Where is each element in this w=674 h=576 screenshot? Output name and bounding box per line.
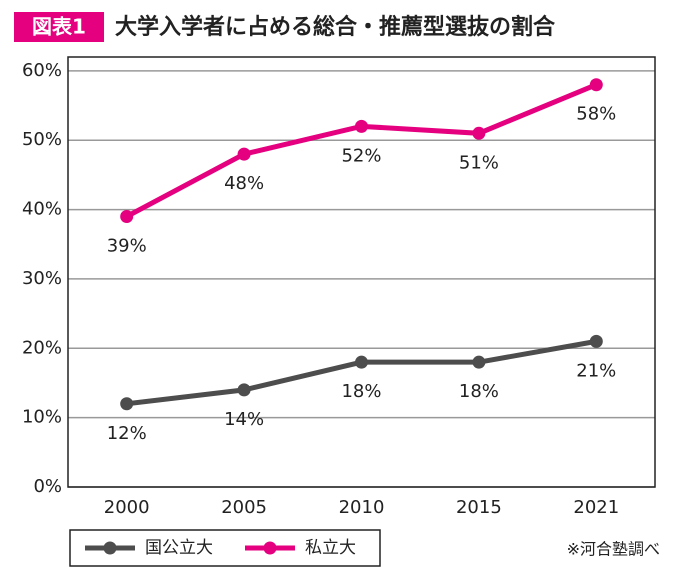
legend-marker xyxy=(103,541,117,555)
value-label: 14% xyxy=(224,409,264,430)
value-label: 39% xyxy=(107,236,147,257)
y-tick-label: 0% xyxy=(33,476,62,497)
value-label: 52% xyxy=(341,145,381,166)
y-tick-label: 10% xyxy=(22,407,62,428)
value-label: 51% xyxy=(459,152,499,173)
point xyxy=(472,126,486,140)
x-tick-label: 2010 xyxy=(339,497,385,518)
legend-label: 国公立大 xyxy=(145,538,213,558)
point xyxy=(355,119,368,133)
value-label: 12% xyxy=(107,423,147,444)
y-tick-label: 20% xyxy=(22,337,62,358)
x-tick-label: 2015 xyxy=(456,497,502,518)
y-tick-label: 30% xyxy=(22,268,62,289)
value-label: 18% xyxy=(459,381,499,402)
y-tick-label: 50% xyxy=(22,129,62,150)
point xyxy=(120,210,134,224)
point xyxy=(355,355,368,369)
badge: 図表1 xyxy=(32,15,86,39)
value-label: 18% xyxy=(341,381,381,402)
legend-box xyxy=(69,529,381,567)
x-tick-label: 2000 xyxy=(104,497,150,518)
value-label: 48% xyxy=(224,173,264,194)
badge-box xyxy=(14,12,104,42)
y-tick-label: 60% xyxy=(22,60,62,81)
x-tick-label: 2005 xyxy=(221,497,267,518)
point xyxy=(120,397,134,411)
source: ※河合塾調べ xyxy=(567,540,660,559)
point xyxy=(589,334,603,348)
chart-title: 大学入学者に占める総合・推薦型選抜の割合 xyxy=(115,14,556,40)
point xyxy=(237,383,251,397)
point xyxy=(237,147,251,161)
legend-label: 私立大 xyxy=(305,538,356,558)
value-label: 58% xyxy=(576,104,616,125)
point xyxy=(472,355,486,369)
legend-marker xyxy=(263,541,277,555)
y-tick-label: 40% xyxy=(22,199,62,220)
value-label: 21% xyxy=(576,360,616,381)
point xyxy=(589,78,603,92)
plot-frame xyxy=(67,56,656,488)
x-tick-label: 2021 xyxy=(573,497,619,518)
